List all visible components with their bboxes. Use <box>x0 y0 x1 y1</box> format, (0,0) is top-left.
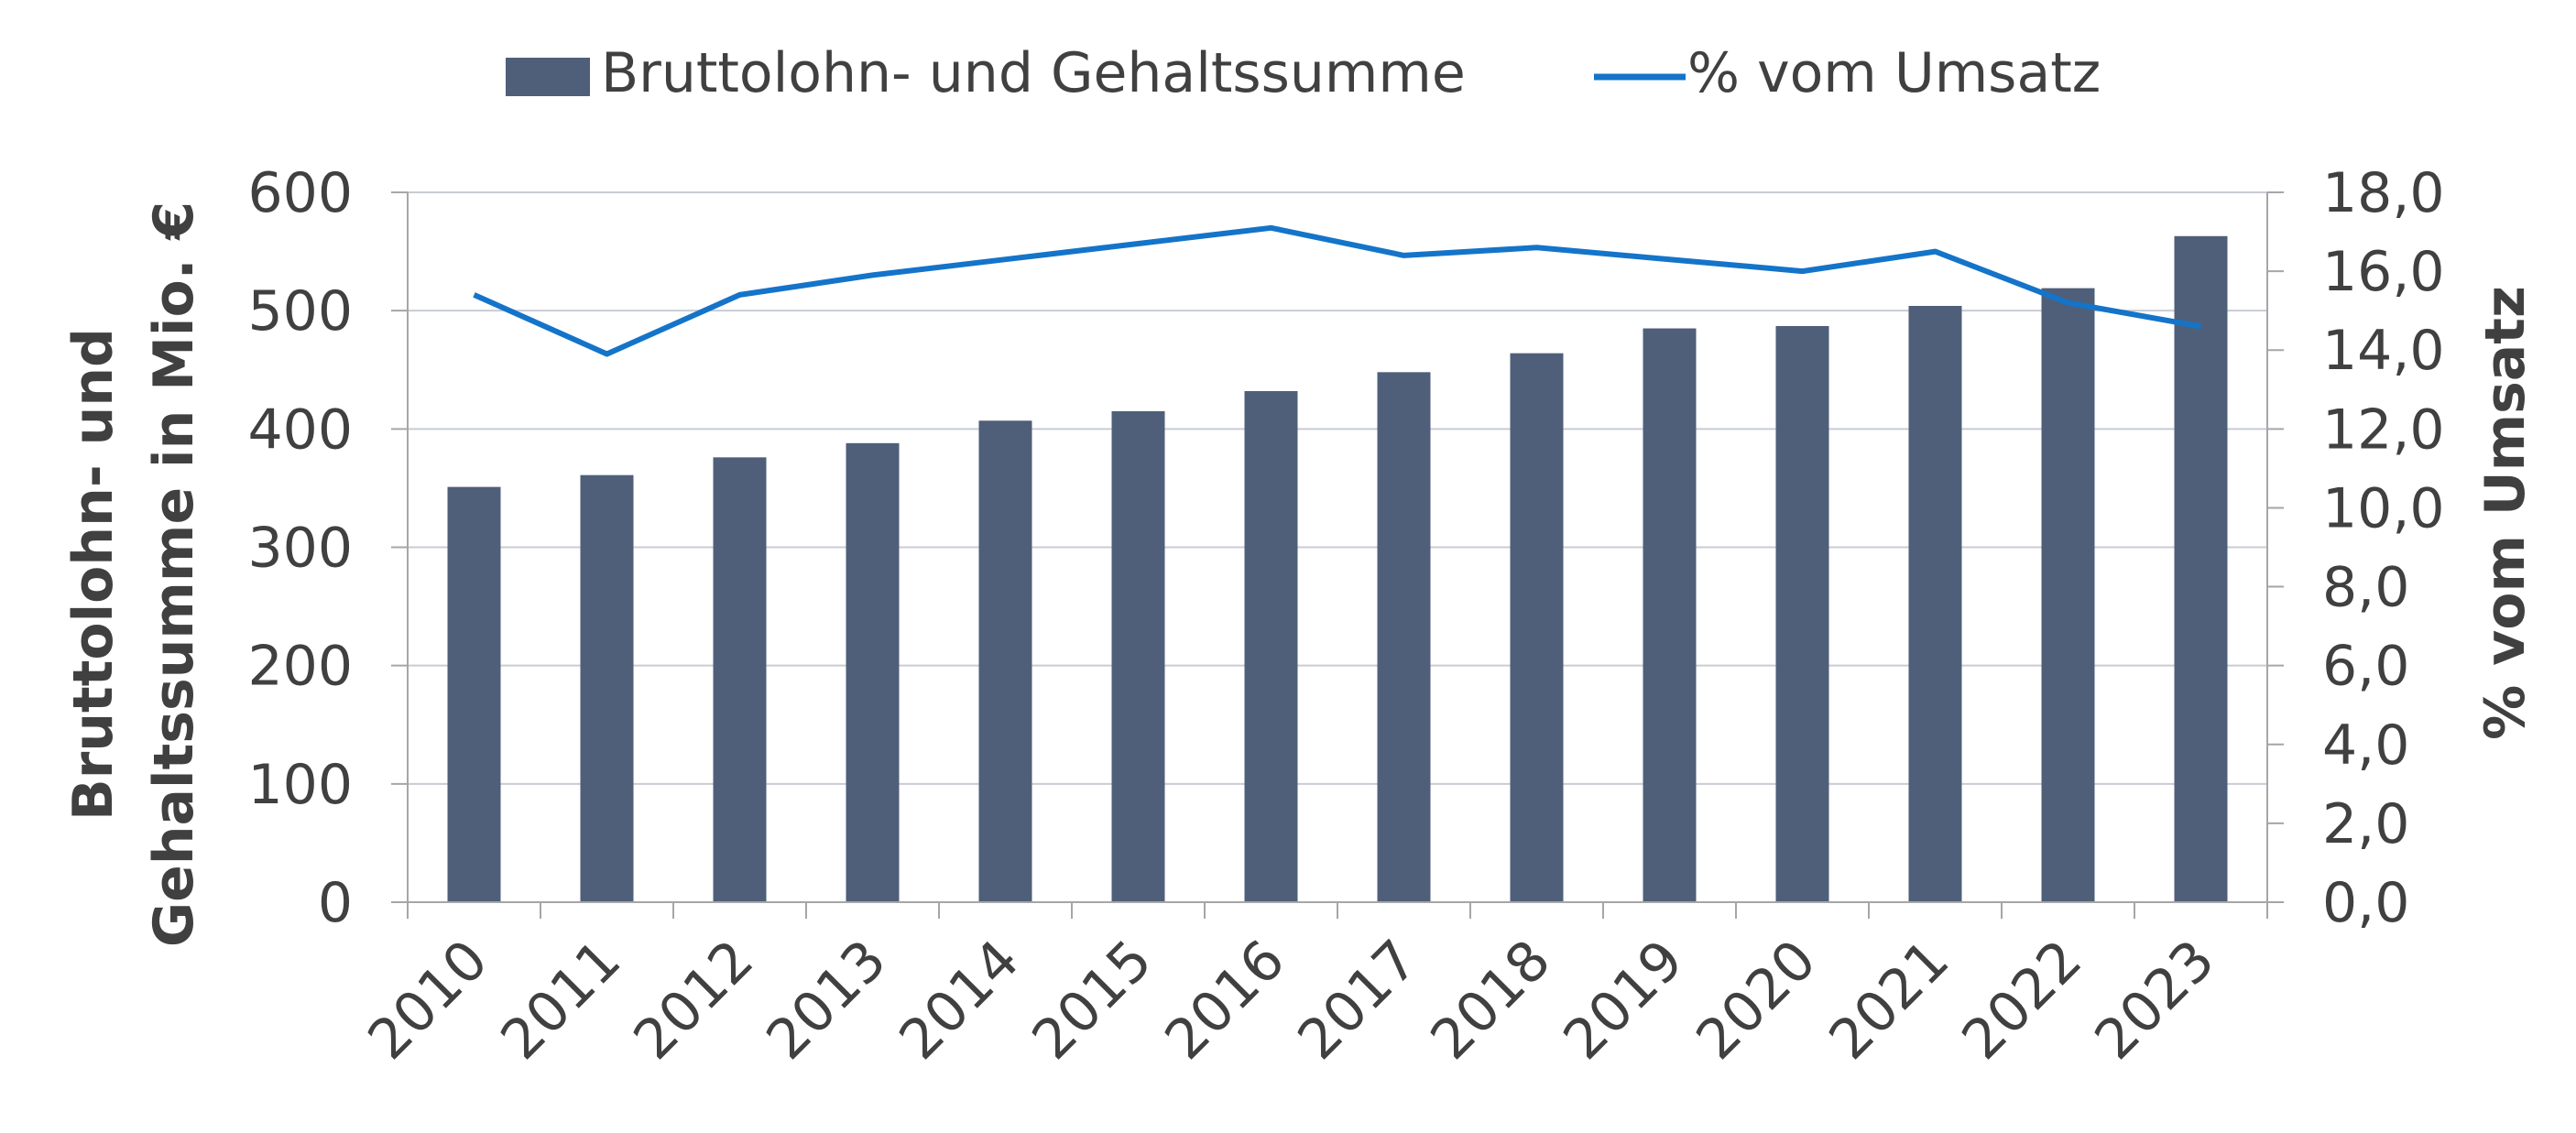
bar-2012 <box>713 457 767 902</box>
bar-2018 <box>1510 353 1564 903</box>
right-tick-label: 8,0 <box>2322 556 2409 620</box>
bar-2017 <box>1377 372 1431 902</box>
bar-2019 <box>1643 328 1697 903</box>
legend-bar-label: Bruttolohn- und Gehaltssumme <box>601 41 1466 105</box>
right-tick-label: 4,0 <box>2322 714 2409 778</box>
bar-2022 <box>2041 288 2095 902</box>
gridlines <box>408 191 2267 785</box>
x-tick-label: 2014 <box>888 928 1031 1072</box>
bar-2023 <box>2174 235 2228 903</box>
legend: Bruttolohn- und Gehaltssumme % vom Umsat… <box>506 41 2101 105</box>
bars <box>447 235 2228 903</box>
left-tick-label: 500 <box>247 279 353 343</box>
legend-line-label: % vom Umsatz <box>1687 41 2101 105</box>
x-tick-label: 2022 <box>1950 928 2094 1072</box>
x-tick-label: 2019 <box>1552 928 1696 1072</box>
left-tick-label: 200 <box>247 635 353 699</box>
right-tick-label: 10,0 <box>2322 476 2445 540</box>
x-tick-label: 2023 <box>2083 928 2227 1072</box>
left-tick-label: 100 <box>247 753 353 817</box>
percent-line-path <box>473 224 2202 357</box>
x-tick-label: 2013 <box>755 928 899 1072</box>
x-tick-label: 2021 <box>1817 928 1961 1072</box>
x-axis-ticks: 2010201120122013201420152016201720182019… <box>356 928 2227 1072</box>
left-axis-title-line2: Gehaltssumme in Mio. € <box>142 202 206 947</box>
left-tick-label: 600 <box>247 161 353 225</box>
bar-2021 <box>1908 306 1962 902</box>
legend-bar-swatch <box>506 58 590 96</box>
right-tick-label: 16,0 <box>2322 240 2445 304</box>
x-tick-label: 2016 <box>1153 928 1297 1072</box>
bar-2011 <box>580 474 634 902</box>
x-tick-label: 2018 <box>1419 928 1563 1072</box>
bar-2020 <box>1775 325 1829 902</box>
left-tick-label: 300 <box>247 517 353 581</box>
left-axis-title-line1: Bruttolohn- und <box>61 328 126 821</box>
right-tick-label: 12,0 <box>2322 398 2445 462</box>
bar-2013 <box>846 442 900 902</box>
x-tick-label: 2017 <box>1286 928 1430 1072</box>
axes <box>391 191 2284 919</box>
left-tick-label: 0 <box>318 871 353 935</box>
bar-2016 <box>1244 391 1298 902</box>
x-tick-label: 2010 <box>356 928 500 1072</box>
x-tick-label: 2020 <box>1685 928 1828 1072</box>
bar-2014 <box>978 420 1032 903</box>
bar-2010 <box>447 486 501 902</box>
x-tick-label: 2011 <box>489 928 633 1072</box>
right-tick-label: 18,0 <box>2322 161 2445 225</box>
percent-line <box>473 224 2202 357</box>
x-tick-label: 2015 <box>1021 928 1164 1072</box>
right-tick-label: 14,0 <box>2322 319 2445 383</box>
left-tick-label: 400 <box>247 398 353 462</box>
right-axis-ticks: 0,0 2,0 4,0 6,0 8,0 10,0 12,0 14,0 16,0 18,0 <box>2322 161 2445 935</box>
right-tick-label: 2,0 <box>2322 792 2409 856</box>
left-axis-ticks: 0 100 200 300 400 500 600 <box>247 161 353 935</box>
x-tick-label: 2012 <box>622 928 766 1072</box>
right-tick-label: 6,0 <box>2322 635 2409 699</box>
right-axis-title: % vom Umsatz <box>2473 286 2538 740</box>
right-tick-label: 0,0 <box>2322 871 2409 935</box>
bar-2015 <box>1111 410 1165 902</box>
